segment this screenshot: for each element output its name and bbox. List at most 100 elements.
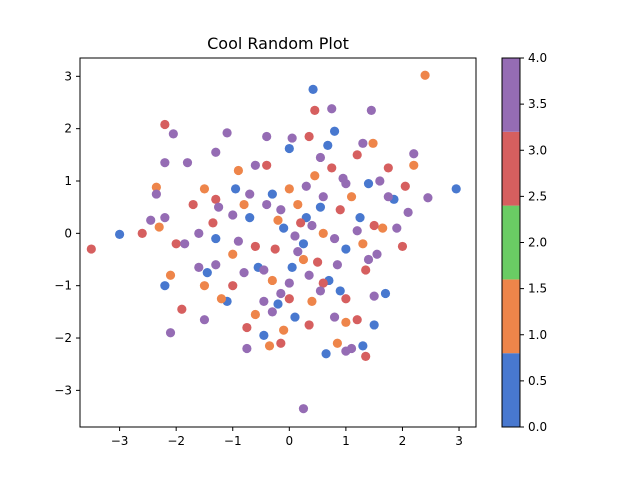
scatter-point [267,275,277,286]
scatter-point [358,239,368,249]
scatter-point [250,241,260,252]
y-tick-label: 1 [64,174,72,188]
scatter-point [323,140,333,151]
plot-frame [79,57,477,428]
scatter-point [346,343,357,354]
scatter-point [208,218,218,228]
scatter-point [368,138,378,148]
scatter-point [211,147,221,157]
scatter-point [151,182,161,192]
scatter-point [194,262,204,272]
scatter-point [245,189,255,199]
scatter-point [366,105,376,115]
scatter-point [409,149,419,159]
scatter-point [239,267,249,278]
scatter-point [259,330,269,341]
scatter-point [262,160,272,170]
scatter-point [160,281,170,291]
scatter-point [199,184,210,194]
colorbar-tick-label: 2.5 [528,189,547,203]
scatter-point [318,192,328,202]
scatter-point [352,226,362,236]
scatter-point [151,189,161,199]
scatter-point [355,213,365,223]
scatter-point [308,84,318,95]
scatter-point [250,309,260,320]
scatter-point [352,150,362,160]
scatter-point [279,325,289,335]
scatter-point [228,281,238,291]
scatter-point [329,233,340,244]
scatter-point [341,294,351,304]
scatter-point [279,223,289,233]
colorbar-tick-label: 1.0 [528,328,547,342]
scatter-point [329,312,340,322]
scatter-point [276,288,286,299]
scatter-point [284,294,294,304]
scatter-point [284,184,294,194]
scatter-point [259,265,269,275]
scatter-point [307,220,317,231]
scatter-point [259,296,269,306]
x-tick-label: −3 [111,434,129,448]
x-tick-label: 3 [455,434,463,448]
scatter-point [341,244,351,254]
scatter-point [287,133,297,143]
scatter-point [304,270,314,280]
scatter-point [397,241,408,252]
scatter-point [378,223,388,233]
scatter-point [335,286,345,296]
plot-area [80,58,476,427]
scatter-point [262,131,272,142]
colorbar-tick-label: 0.5 [528,374,547,388]
colorbar-band [502,279,520,354]
scatter-point [273,299,283,309]
scatter-point [250,160,260,170]
scatter-point [327,104,337,114]
scatter-point [242,343,252,354]
scatter-point [239,199,249,210]
scatter-point [383,163,393,173]
colorbar-tick-label: 0.0 [528,420,547,434]
scatter-point [171,239,181,249]
colorbar-band [502,131,520,206]
scatter-point [352,315,362,325]
scatter-point [298,404,309,414]
scatter-point [310,105,320,115]
scatter-point [409,160,419,170]
colorbar-tick-label: 1.5 [528,282,547,296]
scatter-point [293,199,303,210]
scatter-point [318,278,328,288]
scatter-point [264,341,275,351]
scatter-point [400,181,410,191]
scatter-point [321,349,331,359]
colorbar-tick-label: 4.0 [528,51,547,65]
colorbar-tick-label: 2.0 [528,236,547,250]
scatter-point [327,163,337,173]
scatter-point [338,173,348,183]
scatter-point [298,254,309,265]
colorbar-tick-label: 3.0 [528,143,547,157]
scatter-point [199,281,210,291]
colorbar-tick-label: 3.5 [528,97,547,111]
scatter-point [290,312,300,322]
scatter-point [194,228,204,238]
scatter-point [293,247,303,257]
scatter-point [211,233,221,244]
scatter-point [160,119,170,130]
scatter-point [180,239,190,249]
scatter-point [332,260,342,270]
x-tick-label: 0 [285,434,293,448]
scatter-point [270,244,280,254]
scatter-point [451,184,461,194]
scatter-point [372,249,382,259]
scatter-point [369,220,379,231]
scatter-point [228,210,238,220]
scatter-point [329,126,340,136]
scatter-point [290,231,300,241]
scatter-point [160,158,170,168]
scatter-point [168,129,178,139]
scatter-point [262,199,272,210]
x-axis: −3 −2 −1 0 1 2 3 [111,427,463,448]
scatter-point [242,322,252,333]
